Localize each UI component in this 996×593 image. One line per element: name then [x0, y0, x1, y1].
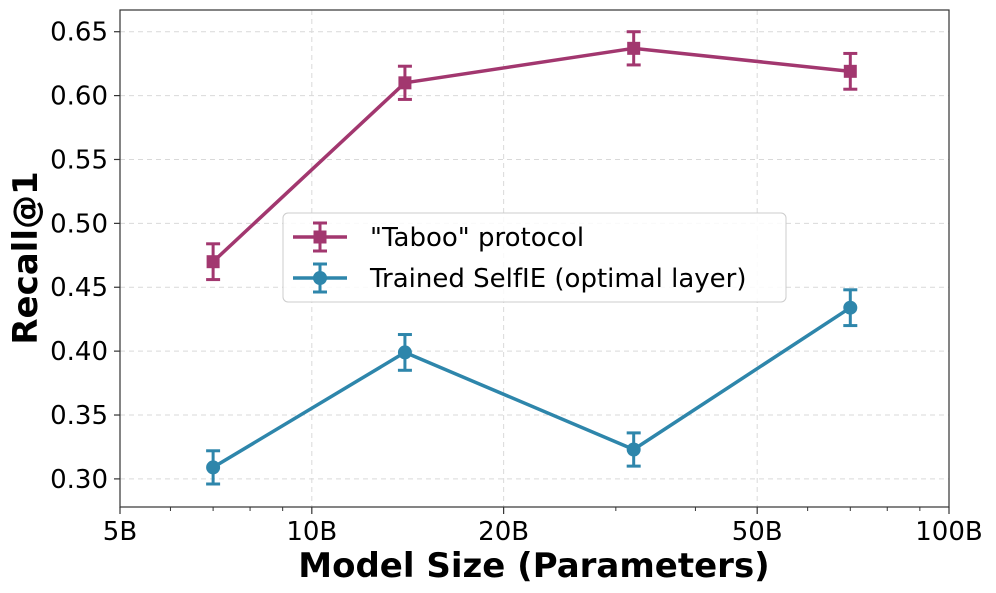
y-tick-label: 0.35: [50, 401, 108, 431]
data-series: [206, 30, 858, 486]
legend: "Taboo" protocol Trained SelfIE (optimal …: [282, 212, 787, 303]
series-line: [212, 306, 852, 469]
data-point-circle: [397, 345, 412, 360]
x-tick-label: 50B: [732, 517, 783, 547]
x-axis-ticks: 5B 10B 20B 50B 100B: [103, 507, 983, 547]
x-tick-label: 100B: [915, 517, 982, 547]
y-tick-label: 0.65: [50, 18, 108, 48]
data-point-square: [398, 76, 412, 90]
legend-entry: "Taboo" protocol: [293, 221, 584, 253]
y-tick-label: 0.30: [50, 465, 108, 495]
legend-marker-square: [313, 230, 327, 244]
plot-frame: [119, 9, 950, 508]
x-axis-title: Model Size (Parameters): [298, 546, 769, 586]
legend-label: "Taboo" protocol: [370, 223, 584, 253]
legend-box: [282, 212, 787, 303]
series-2: [206, 288, 858, 486]
data-point-square: [843, 64, 857, 78]
data-point-square: [206, 255, 220, 269]
series-1: [206, 30, 858, 282]
data-point-circle: [626, 442, 641, 457]
y-axis-title: Recall@1: [6, 171, 46, 344]
x-tick-label: 20B: [478, 517, 529, 547]
legend-entry: Trained SelfIE (optimal layer): [293, 262, 746, 294]
series-line: [211, 46, 851, 263]
x-tick-label: 5B: [103, 517, 137, 547]
data-point-circle: [206, 460, 221, 475]
x-tick-label: 10B: [286, 517, 337, 547]
y-tick-label: 0.60: [50, 82, 108, 112]
y-tick-label: 0.40: [50, 337, 108, 367]
data-point-circle: [843, 300, 858, 315]
data-point-square: [627, 41, 641, 55]
y-tick-label: 0.45: [50, 273, 108, 303]
legend-marker-circle: [313, 271, 327, 285]
legend-label: Trained SelfIE (optimal layer): [369, 264, 746, 294]
y-tick-label: 0.55: [50, 145, 108, 175]
y-axis-ticks: 0.30 0.35 0.40 0.45 0.50 0.55 0.60 0.65: [50, 18, 120, 495]
y-tick-label: 0.50: [50, 209, 108, 239]
